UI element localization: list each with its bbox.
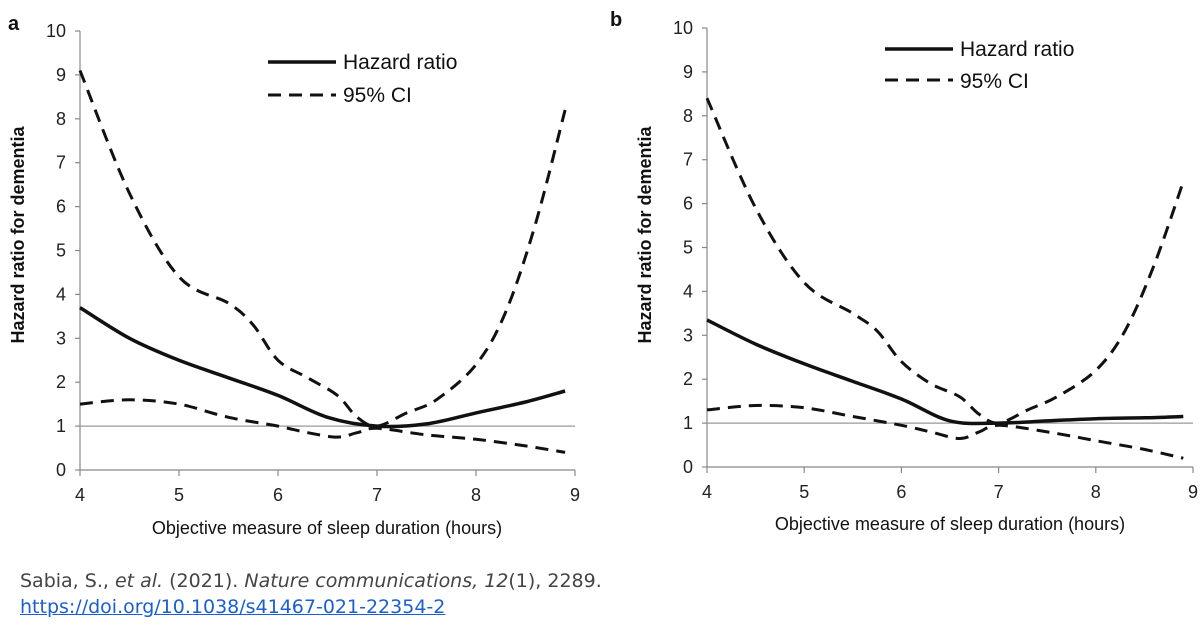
x-tick-label: 4: [75, 485, 85, 505]
ci-upper-line-a: [78, 69, 567, 428]
y-axis-title-a: Hazard ratio for dementia: [8, 125, 28, 343]
y-tick-label: 3: [56, 328, 66, 348]
citation-authors: Sabia, S.,: [20, 570, 115, 592]
series-a: [78, 69, 567, 454]
ci-lower-line-b: [706, 403, 1184, 460]
y-tick-label: 0: [56, 460, 66, 480]
legend-a: Hazard ratio 95% CI: [268, 51, 457, 107]
y-tick-label: 7: [683, 150, 693, 170]
hazard-ratio-line-b: [706, 318, 1184, 426]
citation-doi-link[interactable]: https://doi.org/10.1038/s41467-021-22354…: [20, 596, 446, 618]
y-tick-label: 10: [46, 21, 66, 41]
legend-label-hazard-a: Hazard ratio: [343, 51, 457, 74]
ci-upper-line-b: [705, 97, 1185, 425]
y-tick-label: 1: [683, 413, 693, 433]
legend-label-ci-a: 95% CI: [343, 84, 412, 107]
x-tick-label: 4: [702, 482, 712, 502]
y-tick-label: 6: [683, 194, 693, 214]
panel-label-b: b: [610, 9, 622, 31]
legend-b: Hazard ratio 95% CI: [885, 38, 1074, 93]
y-tick-label: 8: [683, 106, 693, 126]
x-axis-title-b: Objective measure of sleep duration (hou…: [775, 514, 1125, 534]
y-tick-label: 0: [683, 457, 693, 477]
y-tick-label: 6: [56, 197, 66, 217]
y-tick-label: 2: [56, 372, 66, 392]
y-axis-title-b: Hazard ratio for dementia: [635, 125, 655, 343]
y-tick-label: 1: [56, 416, 66, 436]
x-ticks-a: 4 5 6 7 8 9: [75, 470, 580, 505]
y-tick-label: 2: [683, 369, 693, 389]
y-tick-label: 4: [56, 284, 66, 304]
panel-b: b Hazard ratio for dementia Objective me…: [610, 9, 1198, 534]
citation-reference: Sabia, S., et al. (2021). Nature communi…: [20, 568, 602, 594]
y-ticks-b: 0 1 2 3 4 5 6 7 8 9 10: [673, 18, 707, 477]
legend-label-ci-b: 95% CI: [960, 70, 1029, 93]
y-ticks-a: 0 1 2 3 4 5 6 7 8 9 10: [46, 21, 80, 480]
citation: Sabia, S., et al. (2021). Nature communi…: [20, 568, 602, 620]
y-tick-label: 5: [56, 241, 66, 261]
y-tick-label: 5: [683, 238, 693, 258]
y-tick-label: 10: [673, 18, 693, 38]
y-tick-label: 8: [56, 109, 66, 129]
panel-a: a Hazard ratio for dementia Objective me…: [8, 13, 580, 538]
y-tick-label: 9: [683, 62, 693, 82]
series-b: [705, 97, 1185, 460]
y-tick-label: 9: [56, 65, 66, 85]
x-tick-label: 6: [896, 482, 906, 502]
ci-lower-line-a: [79, 398, 566, 454]
panel-label-a: a: [8, 13, 20, 35]
legend-label-hazard-b: Hazard ratio: [960, 38, 1074, 61]
x-tick-label: 9: [1188, 482, 1198, 502]
x-tick-label: 9: [570, 485, 580, 505]
x-tick-label: 5: [799, 482, 809, 502]
x-tick-label: 8: [1091, 482, 1101, 502]
x-tick-label: 7: [994, 482, 1004, 502]
x-tick-label: 5: [174, 485, 184, 505]
x-axis-title-a: Objective measure of sleep duration (hou…: [152, 518, 502, 538]
hazard-ratio-line-a: [79, 306, 566, 429]
citation-issue: (1), 2289.: [508, 570, 602, 592]
y-tick-label: 7: [56, 153, 66, 173]
x-tick-label: 7: [372, 485, 382, 505]
x-tick-label: 8: [471, 485, 481, 505]
y-tick-label: 4: [683, 281, 693, 301]
figure: a Hazard ratio for dementia Objective me…: [8, 9, 1198, 538]
plot-area-b: [706, 28, 1193, 468]
citation-year: (2021).: [163, 570, 245, 592]
x-ticks-b: 4 5 6 7 8 9: [702, 467, 1198, 502]
citation-journal: Nature communications, 12: [244, 570, 509, 592]
x-tick-label: 6: [273, 485, 283, 505]
plot-area-a: [79, 31, 575, 471]
y-tick-label: 3: [683, 325, 693, 345]
citation-etal: et al.: [114, 570, 164, 592]
